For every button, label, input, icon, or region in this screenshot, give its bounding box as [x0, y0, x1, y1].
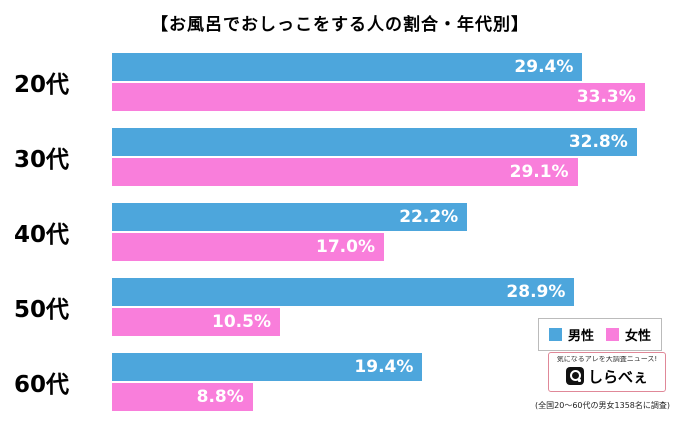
value-label: 29.1%: [509, 162, 569, 182]
legend-swatch-female: [605, 328, 619, 341]
bar-male: 19.4%: [112, 353, 423, 381]
bar-pair: 19.4% 8.8%: [112, 353, 664, 411]
legend-swatch-male: [548, 328, 562, 341]
value-label: 10.5%: [212, 312, 271, 332]
logo-tagline: 気になるアレを大調査ニュース!: [556, 356, 658, 363]
bar-group-50s: 50代 28.9% 10.5%: [0, 278, 664, 336]
category-label: 20代: [14, 72, 70, 98]
bar-male: 28.9%: [112, 278, 575, 306]
chart-title: 【お風呂でおしっこをする人の割合・年代別】: [151, 15, 529, 35]
shirabee-logo: 気になるアレを大調査ニュース! しらべぇ: [548, 352, 666, 392]
legend-label-male: 男性: [567, 329, 594, 344]
value-label: 17.0%: [316, 237, 375, 257]
bar-female: 17.0%: [112, 233, 384, 261]
bar-female: 33.3%: [112, 83, 645, 111]
value-label: 8.8%: [196, 387, 244, 407]
legend: 男性 女性: [537, 318, 662, 351]
bar-group-60s: 60代 19.4% 8.8%: [0, 353, 664, 411]
bar-female: 8.8%: [112, 383, 253, 411]
value-label: 33.3%: [576, 87, 636, 107]
category-label: 30代: [14, 147, 70, 173]
value-label: 29.4%: [514, 57, 574, 77]
category-label: 60代: [14, 372, 70, 398]
bar-pair: 29.4% 33.3%: [112, 53, 664, 111]
bar-male: 29.4%: [112, 53, 583, 81]
logo-row: しらべぇ: [553, 366, 661, 387]
value-label: 32.8%: [568, 132, 628, 152]
bar-female: 10.5%: [112, 308, 280, 336]
value-label: 19.4%: [354, 357, 414, 377]
bar-pair: 28.9% 10.5%: [112, 278, 664, 336]
logo-text: しらべぇ: [587, 367, 648, 386]
bar-pair: 22.2% 17.0%: [112, 203, 664, 261]
bar-pair: 32.8% 29.1%: [112, 128, 664, 186]
category-label: 40代: [14, 222, 70, 248]
category-label: 50代: [14, 297, 70, 323]
bar-female: 29.1%: [112, 158, 578, 186]
bar-male: 32.8%: [112, 128, 637, 156]
bar-group-40s: 40代 22.2% 17.0%: [0, 203, 664, 261]
value-label: 28.9%: [506, 282, 566, 302]
shirabee-logo-icon: [565, 367, 584, 386]
survey-note: (全国20〜60代の男女1358名に調査): [535, 401, 670, 410]
plot-area: 20代 29.4% 33.3% 30代 32.8% 29.1% 40代 22.2…: [0, 53, 664, 421]
bar-group-30s: 30代 32.8% 29.1%: [0, 128, 664, 186]
bar-male: 22.2%: [112, 203, 468, 231]
bar-group-20s: 20代 29.4% 33.3%: [0, 53, 664, 111]
legend-label-female: 女性: [624, 329, 651, 344]
value-label: 22.2%: [399, 207, 459, 227]
